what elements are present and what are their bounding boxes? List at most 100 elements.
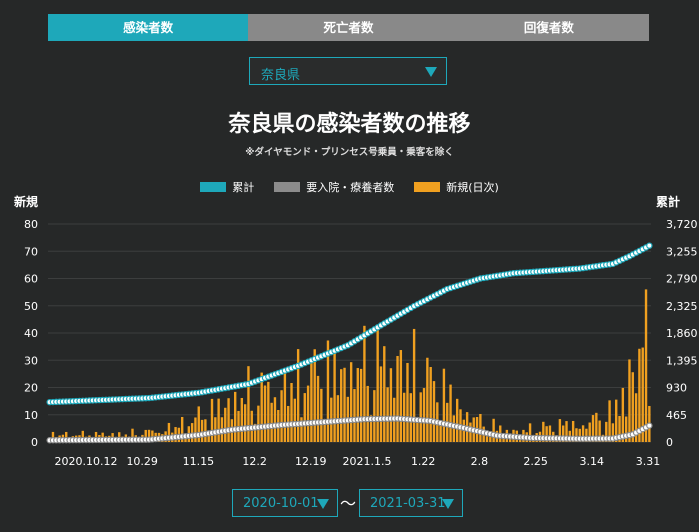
y-left-tick-label: 30	[24, 354, 38, 367]
daily-bar	[359, 368, 363, 442]
y-right-tick-label: 2,790	[666, 273, 698, 286]
start-date-value: 2020-10-01	[243, 496, 319, 511]
legend-item-cumulative[interactable]: 累計	[200, 179, 254, 195]
legend-label-hospitalized: 要入院・療養者数	[306, 181, 395, 194]
daily-bar	[326, 340, 330, 442]
y-right-tick-label: 1,860	[666, 327, 698, 340]
tab-cases[interactable]: 感染者数	[48, 14, 249, 41]
end-date-select[interactable]: 2021-03-31	[359, 489, 463, 517]
y-left-tick-label: 80	[24, 218, 38, 231]
daily-bar	[565, 421, 568, 442]
daily-bar	[200, 419, 204, 442]
daily-bar	[618, 415, 621, 442]
y-right-tick-label: 930	[666, 382, 687, 395]
daily-bar	[310, 361, 313, 442]
y-left-tick-label: 10	[24, 409, 38, 422]
x-tick-label: 2020.10.12	[55, 455, 118, 468]
chevron-down-icon	[317, 499, 329, 509]
daily-bar	[406, 362, 409, 442]
daily-bar	[641, 347, 644, 442]
daily-bar	[545, 426, 548, 442]
daily-bar	[562, 425, 565, 442]
daily-bar	[320, 388, 323, 442]
right-axis-label: 累計	[656, 195, 681, 209]
daily-bar	[323, 419, 326, 442]
legend-label-daily: 新規(日次)	[446, 181, 499, 194]
daily-bar	[224, 407, 227, 442]
y-left-tick-label: 20	[24, 382, 38, 395]
daily-bar	[571, 420, 575, 442]
daily-bar	[528, 423, 532, 442]
daily-bar	[333, 350, 336, 442]
daily-bar	[260, 372, 263, 442]
daily-bar	[353, 389, 356, 442]
daily-bar	[376, 326, 379, 442]
y-right-tick-label: 0	[666, 436, 673, 449]
y-right-tick-label: 3,720	[666, 218, 698, 231]
daily-bar	[340, 369, 343, 442]
cumulative-point	[646, 242, 653, 249]
daily-bar	[383, 346, 386, 442]
daily-bar	[442, 368, 446, 442]
daily-bar	[598, 420, 601, 442]
prefecture-select[interactable]: 奈良県	[249, 57, 447, 85]
x-tick-label: 1.22	[411, 455, 436, 468]
y-left-tick-label: 40	[24, 327, 38, 340]
daily-bar	[290, 383, 293, 442]
daily-bar	[247, 366, 250, 442]
daily-bar	[356, 368, 359, 442]
daily-bar	[621, 387, 625, 442]
daily-bar	[306, 385, 310, 442]
daily-bar	[396, 355, 399, 442]
daily-bar	[363, 325, 366, 442]
y-right-tick-label: 3,255	[666, 245, 698, 258]
y-right-tick-label: 1,395	[666, 354, 698, 367]
daily-bar	[558, 419, 562, 442]
daily-bar	[81, 430, 84, 442]
legend-swatch-daily	[414, 182, 441, 192]
date-range-separator: 〜	[340, 494, 357, 513]
daily-bar	[51, 431, 55, 442]
daily-bar	[270, 402, 273, 442]
legend-item-daily[interactable]: 新規(日次)	[414, 179, 499, 195]
tab-recovered[interactable]: 回復者数	[448, 14, 649, 41]
daily-bar	[197, 406, 200, 442]
daily-bar	[204, 419, 207, 442]
daily-bar	[180, 416, 184, 442]
x-tick-label: 12.19	[295, 455, 327, 468]
daily-bar	[369, 415, 373, 442]
daily-bar	[280, 390, 283, 442]
daily-bar	[595, 412, 598, 442]
daily-bar	[273, 397, 277, 442]
tab-deaths[interactable]: 死亡者数	[248, 14, 449, 41]
chart-title: 奈良県の感染者数の推移	[228, 112, 471, 137]
daily-bar	[316, 375, 320, 442]
daily-bar	[628, 359, 631, 442]
daily-bar	[578, 428, 581, 442]
x-tick-label: 12.2	[242, 455, 267, 468]
daily-bar	[293, 398, 297, 442]
daily-bar	[638, 348, 641, 442]
y-left-tick-label: 0	[31, 436, 38, 449]
chart-legend: 累計 要入院・療養者数 新規(日次)	[0, 179, 699, 195]
start-date-select[interactable]: 2020-10-01	[232, 489, 338, 517]
daily-bar	[422, 388, 426, 442]
daily-bar	[300, 417, 303, 442]
x-tick-label: 3.14	[580, 455, 605, 468]
x-tick-label: 2021.1.5	[343, 455, 392, 468]
daily-bar	[257, 405, 260, 442]
daily-bar	[591, 415, 595, 442]
legend-item-hospitalized[interactable]: 要入院・療養者数	[274, 179, 394, 195]
daily-bar	[455, 398, 459, 442]
daily-bar	[485, 436, 489, 442]
chart-subtitle: ※ダイヤモンド・プリンセス号乗員・乗客を除く	[245, 147, 454, 158]
daily-bar	[581, 425, 585, 442]
daily-bar	[234, 391, 237, 442]
daily-bar	[416, 418, 419, 442]
daily-bar	[144, 429, 147, 442]
daily-bar	[207, 433, 210, 442]
daily-bar	[253, 423, 257, 442]
daily-bar	[412, 328, 416, 442]
y-right-tick-label: 465	[666, 409, 687, 422]
daily-bar	[313, 349, 316, 442]
